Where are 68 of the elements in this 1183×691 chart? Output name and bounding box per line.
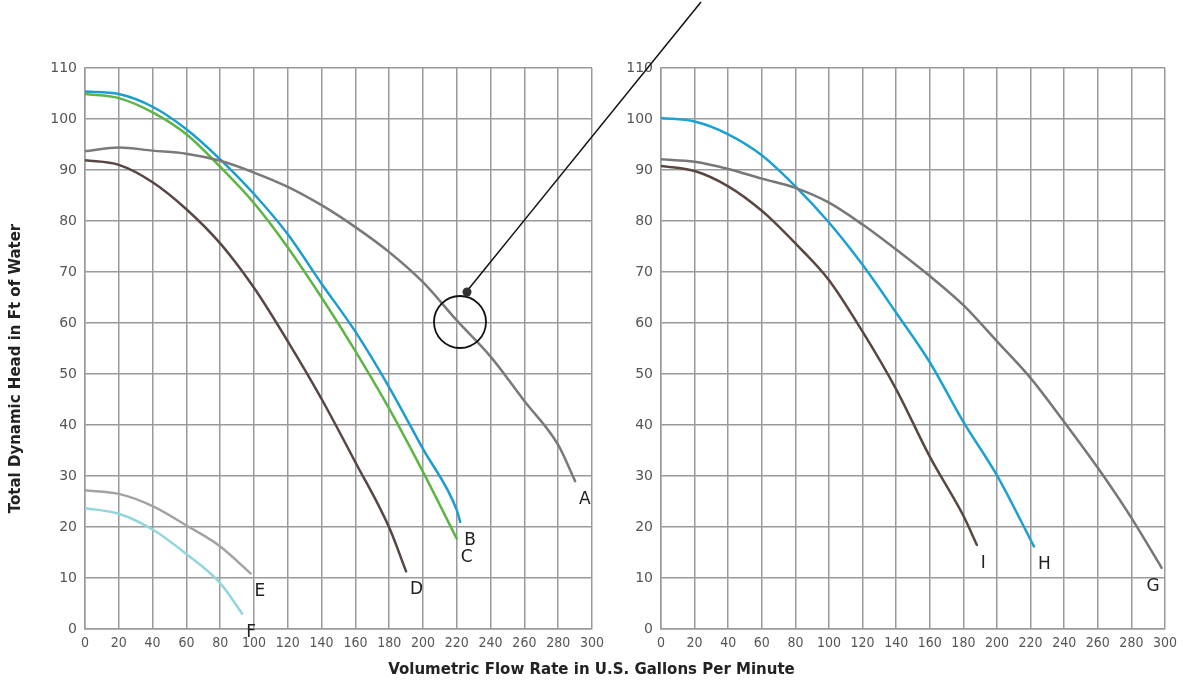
y-tick-label: 80 (635, 211, 653, 228)
y-tick-label: 20 (635, 517, 653, 534)
x-tick-label: 120 (850, 634, 875, 651)
x-tick-label: 160 (917, 634, 942, 651)
series-label: A (579, 488, 592, 509)
x-tick-label: 0 (656, 634, 666, 651)
y-tick-label: 20 (59, 517, 77, 534)
x-tick-label: 100 (816, 634, 842, 651)
x-tick-label: 140 (884, 634, 909, 651)
x-tick-label: 60 (753, 634, 770, 651)
series-label: G (1146, 574, 1160, 595)
line-series (661, 158, 1163, 570)
y-tick-label: 0 (644, 619, 653, 636)
x-tick-label: 200 (410, 634, 436, 651)
x-tick-label: 140 (309, 634, 334, 651)
x-tick-label: 40 (720, 634, 737, 651)
y-axis-title: Total Dynamic Head in Ft of Water (5, 223, 24, 514)
x-tick-label: 300 (579, 634, 605, 651)
x-tick-label: 60 (178, 634, 195, 651)
x-tick-label: 280 (546, 634, 571, 651)
x-tick-label: 180 (951, 634, 976, 651)
x-tick-label: 0 (80, 634, 90, 651)
y-tick-label: 90 (59, 160, 77, 177)
y-tick-label: 50 (635, 364, 653, 381)
series-label: I (980, 551, 986, 572)
y-tick-label: 40 (59, 415, 77, 432)
x-axis-title: Volumetric Flow Rate in U.S. Gallons Per Minute (387, 660, 796, 678)
y-tick-label: 100 (626, 109, 653, 126)
y-tick-label: 10 (59, 568, 77, 585)
x-tick-label: 80 (787, 634, 804, 651)
x-tick-label: 260 (512, 634, 537, 651)
x-tick-label: 180 (377, 634, 402, 651)
x-tick-label: 300 (1152, 634, 1178, 651)
series-label: D (410, 578, 424, 599)
line-series (85, 146, 577, 483)
line-series (85, 506, 244, 615)
y-tick-label: 30 (59, 466, 77, 483)
x-tick-label: 160 (343, 634, 368, 651)
x-tick-label: 40 (144, 634, 161, 651)
line-series (661, 116, 1036, 548)
x-tick-label: 260 (1085, 634, 1110, 651)
series-label: H (1037, 553, 1051, 574)
x-tick-label: 240 (478, 634, 503, 651)
y-tick-label: 50 (59, 364, 77, 381)
y-tick-label: 70 (59, 262, 77, 279)
y-tick-label: 60 (59, 313, 77, 330)
y-tick-label: 60 (635, 313, 653, 330)
x-tick-label: 220 (444, 634, 469, 651)
y-tick-label: 110 (50, 58, 77, 75)
x-tick-label: 220 (1018, 634, 1043, 651)
y-tick-label: 100 (50, 109, 77, 126)
series-label: E (254, 580, 266, 601)
y-tick-label: 70 (635, 262, 653, 279)
y-tick-label: 30 (635, 466, 653, 483)
x-tick-label: 80 (212, 634, 229, 651)
line-series (85, 159, 408, 573)
y-tick-label: 90 (635, 160, 653, 177)
y-tick-label: 0 (68, 619, 77, 636)
x-tick-label: 280 (1119, 634, 1144, 651)
y-tick-label: 10 (635, 568, 653, 585)
x-tick-label: 20 (686, 634, 703, 651)
y-tick-label: 40 (635, 415, 653, 432)
y-tick-label: 80 (59, 211, 77, 228)
x-tick-label: 20 (110, 634, 127, 651)
line-series (661, 164, 979, 547)
x-tick-label: 120 (275, 634, 300, 651)
x-tick-label: 240 (1052, 634, 1077, 651)
x-tick-label: 200 (984, 634, 1010, 651)
